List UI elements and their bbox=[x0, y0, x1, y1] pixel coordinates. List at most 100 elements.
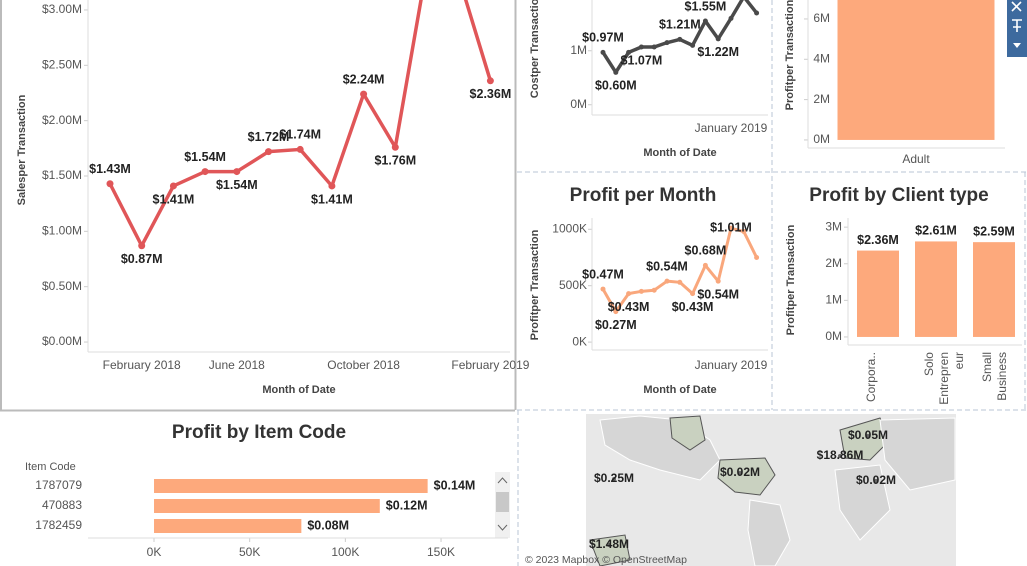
x-tick-label: 50K bbox=[239, 545, 260, 559]
point bbox=[360, 90, 368, 98]
point bbox=[328, 182, 336, 190]
data-label: $1.41M bbox=[153, 192, 195, 206]
toolbar[interactable] bbox=[1007, 0, 1027, 57]
point bbox=[638, 288, 644, 294]
point bbox=[754, 254, 760, 260]
chart-title: Profit per Month bbox=[570, 185, 717, 206]
data-label: $0.12M bbox=[386, 498, 428, 512]
point bbox=[296, 145, 304, 153]
point bbox=[651, 287, 657, 293]
point bbox=[715, 36, 721, 42]
x-tick-label: Adult bbox=[902, 152, 930, 166]
point bbox=[486, 77, 494, 85]
map-label: $0.02M bbox=[720, 465, 760, 479]
data-label: $0.43M bbox=[672, 300, 714, 314]
point bbox=[138, 242, 146, 250]
point bbox=[702, 262, 708, 268]
x-tick-label: SmallBusiness bbox=[980, 352, 1009, 401]
bar bbox=[857, 250, 899, 337]
data-label: $2.61M bbox=[915, 224, 957, 238]
data-label: $0.97M bbox=[582, 31, 624, 45]
bar-group bbox=[857, 241, 1015, 337]
x-tick-label: January 2019 bbox=[695, 121, 768, 135]
x-tick-label: February 2019 bbox=[451, 358, 529, 372]
bar bbox=[154, 479, 428, 493]
data-label: $1.72M bbox=[248, 130, 290, 144]
chart-title: Profit by Client type bbox=[809, 185, 988, 206]
x-tick-label: October 2018 bbox=[327, 358, 400, 372]
y-tick-label: 500K bbox=[559, 278, 587, 292]
data-label: $2.59M bbox=[973, 224, 1015, 238]
y-tick-label: 6M bbox=[813, 11, 830, 25]
map-mark bbox=[738, 471, 742, 475]
point bbox=[715, 278, 721, 284]
y-tick-label: 3M bbox=[825, 219, 842, 233]
map-label: $0.25M bbox=[594, 471, 634, 485]
point bbox=[626, 49, 632, 55]
map-attribution: © 2023 Mapbox © OpenStreetMap bbox=[525, 554, 687, 566]
y-tick-label: 1M bbox=[570, 43, 587, 57]
data-label: $1.54M bbox=[184, 150, 226, 164]
y-tick-label: 0K bbox=[572, 334, 587, 348]
map-mark bbox=[874, 479, 878, 483]
bar bbox=[154, 499, 380, 513]
y-tick-label: $2.00M bbox=[42, 113, 82, 127]
bar bbox=[973, 242, 1015, 337]
point bbox=[651, 44, 657, 50]
y-tick-label: 1782459 bbox=[35, 518, 82, 532]
line-group bbox=[106, 0, 494, 250]
data-label: $1.01M bbox=[710, 220, 752, 234]
map-background bbox=[586, 414, 956, 566]
point bbox=[638, 44, 644, 50]
point bbox=[664, 40, 670, 46]
y-tick-label: 470883 bbox=[42, 498, 82, 512]
y-tick-label: 0M bbox=[813, 132, 830, 146]
x-tick-label: June 2018 bbox=[209, 358, 265, 372]
y-axis-title: Profitper Transaction bbox=[529, 229, 541, 340]
data-label: $0.54M bbox=[697, 287, 739, 301]
point bbox=[728, 15, 734, 21]
y-tick-label: 4M bbox=[813, 51, 830, 65]
data-label: $1.21M bbox=[659, 18, 701, 32]
y-tick-label: 0M bbox=[825, 329, 842, 343]
point bbox=[106, 180, 114, 188]
x-tick-label: January 2019 bbox=[695, 358, 768, 372]
y-tick-label: 0M bbox=[570, 97, 587, 111]
point bbox=[690, 42, 696, 48]
point bbox=[754, 10, 760, 16]
chart-title: Profit by Item Code bbox=[172, 422, 346, 443]
y-axis-title: Salesper Transaction bbox=[16, 94, 28, 205]
point bbox=[677, 36, 683, 42]
x-tick-label: 100K bbox=[331, 545, 359, 559]
point bbox=[391, 143, 399, 151]
map-label: $1.48M bbox=[589, 537, 629, 551]
scrollbar[interactable] bbox=[495, 472, 510, 538]
y-tick-label: $3.00M bbox=[42, 2, 82, 16]
x-tick-label: 0K bbox=[147, 545, 162, 559]
bar-group bbox=[837, 0, 995, 140]
x-tick-label: February 2018 bbox=[103, 358, 181, 372]
point bbox=[677, 279, 683, 285]
data-label: $0.27M bbox=[595, 318, 637, 332]
data-label: $0.47M bbox=[582, 267, 624, 281]
y-tick-label: $2.50M bbox=[42, 57, 82, 71]
bar bbox=[154, 519, 302, 533]
y-tick-label: $0.50M bbox=[42, 279, 82, 293]
point bbox=[600, 49, 606, 55]
y-tick-label: 2M bbox=[813, 92, 830, 106]
data-label: $1.07M bbox=[621, 53, 663, 67]
x-tick-label: 150K bbox=[427, 545, 455, 559]
data-label: $0.43M bbox=[608, 300, 650, 314]
x-tick-label: SoloEntrepreneur bbox=[922, 352, 966, 405]
line-group bbox=[600, 0, 760, 75]
data-label: $1.43M bbox=[89, 162, 131, 176]
bar bbox=[915, 241, 957, 337]
point bbox=[690, 291, 696, 297]
x-tick-label: Corpora.. bbox=[864, 352, 878, 402]
map-mark bbox=[607, 543, 611, 547]
data-label: $0.54M bbox=[646, 259, 688, 273]
map-mark bbox=[612, 477, 616, 481]
y-axis-title: Profitper Transaction bbox=[785, 224, 797, 335]
